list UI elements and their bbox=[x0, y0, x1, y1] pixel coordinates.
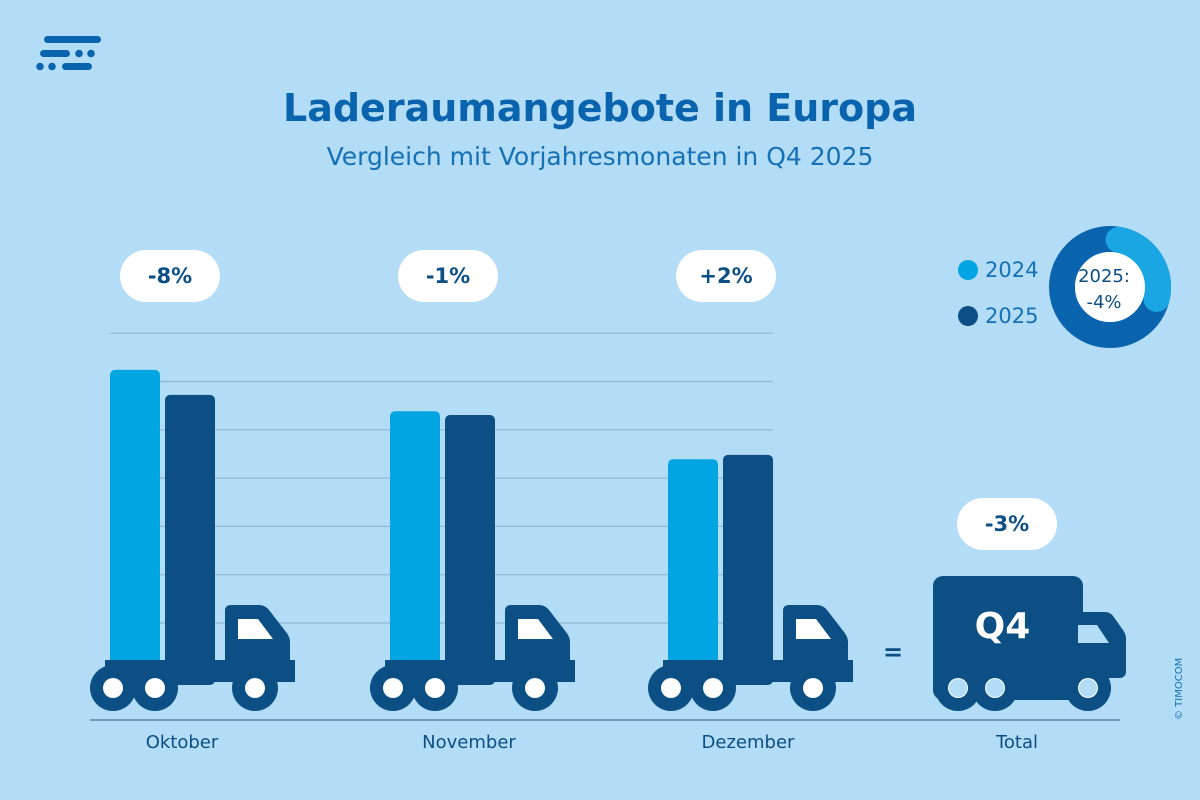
equals-sign: = bbox=[883, 638, 904, 666]
truck-window bbox=[238, 619, 273, 639]
bar-november-2025 bbox=[445, 415, 495, 685]
bar-dezember-2024 bbox=[668, 459, 718, 685]
donut-center bbox=[1075, 252, 1145, 322]
wheel-hub bbox=[145, 678, 165, 698]
truck-icon-november bbox=[370, 605, 575, 711]
copyright: © TIMOCOM bbox=[1174, 657, 1185, 720]
page-title: Laderaumangebote in Europa bbox=[282, 86, 917, 130]
total-truck-label: Q4 bbox=[974, 606, 1031, 647]
wheel-hub bbox=[986, 679, 1004, 697]
bar-dezember-2025 bbox=[723, 454, 773, 685]
wheel-hub bbox=[525, 678, 545, 698]
donut-chart bbox=[1049, 226, 1171, 348]
wheel-hub bbox=[245, 678, 265, 698]
legend-item-2024: 2024 bbox=[958, 258, 1038, 282]
bar-oktober-2024 bbox=[110, 369, 160, 685]
wheel-hub bbox=[949, 679, 967, 697]
bar-november-2024 bbox=[390, 411, 440, 685]
wheel-hub bbox=[1079, 679, 1097, 697]
wheel-hub bbox=[103, 678, 123, 698]
truck-window bbox=[518, 619, 553, 639]
x-label-total: Total bbox=[995, 732, 1039, 753]
truck-window bbox=[1078, 625, 1109, 643]
truck-icon-oktober bbox=[90, 605, 295, 711]
change-pill-dezember: +2% bbox=[676, 250, 776, 302]
change-pill-oktober: -8% bbox=[120, 250, 220, 302]
truck-window bbox=[796, 619, 831, 639]
x-label-oktober: Oktober bbox=[145, 732, 219, 753]
wheel-hub bbox=[703, 678, 723, 698]
gridlines bbox=[110, 332, 773, 624]
x-label-dezember: Dezember bbox=[701, 732, 795, 753]
x-label-november: November bbox=[422, 732, 516, 753]
logo bbox=[36, 36, 101, 71]
wheel-hub bbox=[803, 678, 823, 698]
donut-label-line2: -4% bbox=[1086, 292, 1122, 313]
donut-highlight bbox=[1105, 226, 1171, 312]
legend-label: 2024 bbox=[985, 258, 1039, 282]
donut-label: 2025: -4% bbox=[1066, 264, 1142, 316]
trucks bbox=[90, 576, 1126, 711]
change-pill-total: -3% bbox=[957, 498, 1057, 550]
legend-label: 2025 bbox=[985, 304, 1039, 328]
donut-label-line1: 2025: bbox=[1078, 266, 1130, 287]
page-subtitle: Vergleich mit Vorjahresmonaten in Q4 202… bbox=[326, 142, 874, 171]
legend-item-2025: 2025 bbox=[958, 304, 1038, 328]
wheel-hub bbox=[425, 678, 445, 698]
wheel-hub bbox=[661, 678, 681, 698]
bars bbox=[110, 369, 773, 685]
legend-swatch-2025 bbox=[958, 306, 978, 326]
change-pill-november: -1% bbox=[398, 250, 498, 302]
legend-swatch-2024 bbox=[958, 260, 978, 280]
bar-oktober-2025 bbox=[165, 394, 215, 685]
wheel-hub bbox=[383, 678, 403, 698]
truck-icon-total bbox=[933, 576, 1126, 711]
truck-icon-dezember bbox=[648, 605, 853, 711]
